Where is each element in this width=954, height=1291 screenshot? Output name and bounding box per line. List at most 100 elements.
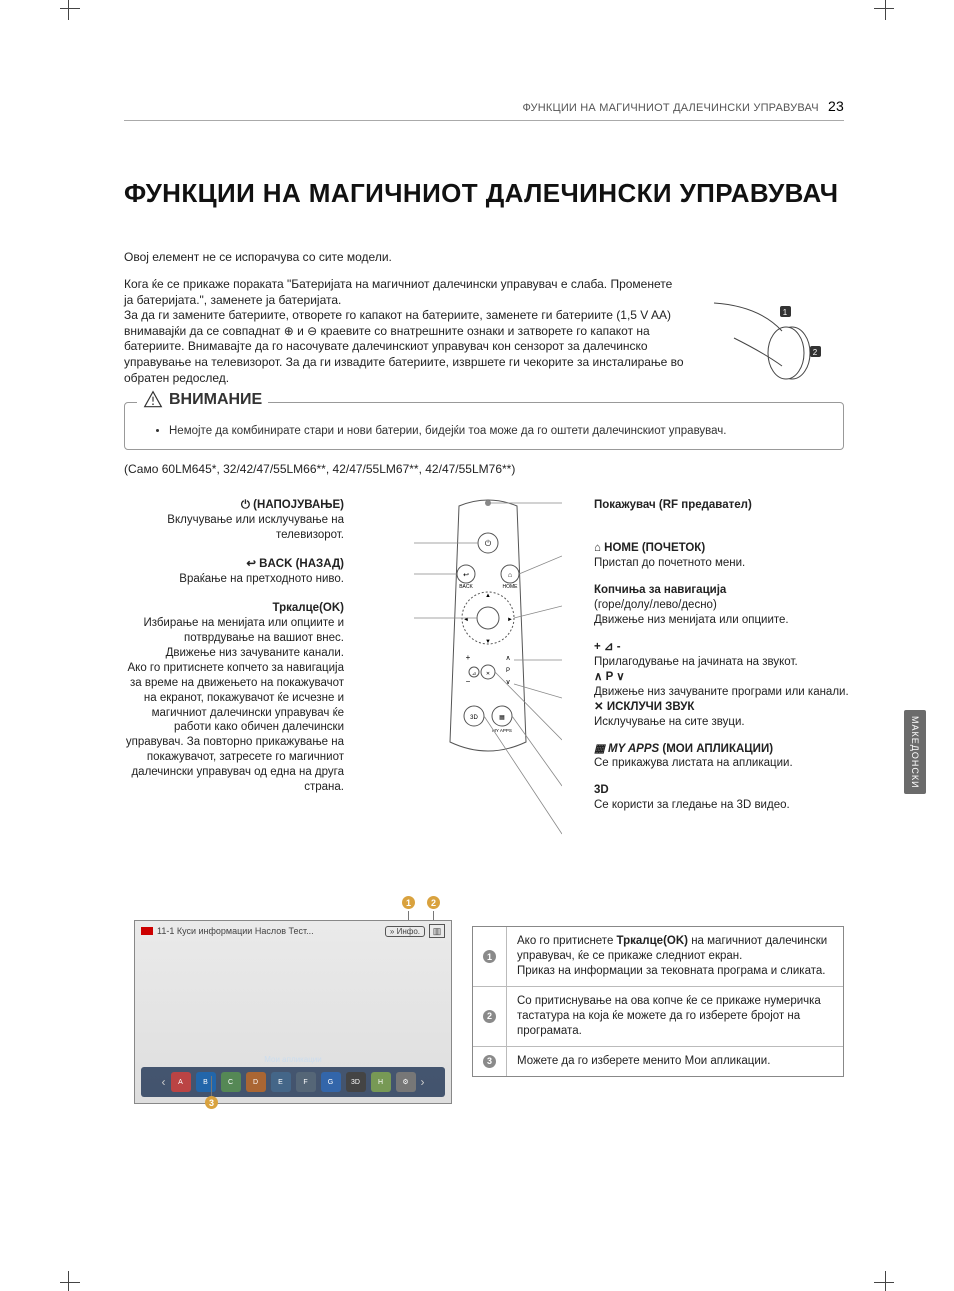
svg-text:✕: ✕ [486,671,490,677]
pointer-title: Покажувач (RF предавател) [594,498,850,513]
notes-num-1: 1 [473,927,507,986]
info-pill[interactable]: » Инфо. [385,926,425,937]
app-tile[interactable]: F [296,1072,316,1092]
svg-text:⏻: ⏻ [485,539,492,548]
mute-text: Исклучување на сите звуци. [594,715,850,730]
3d-block: 3D Се користи за гледање на 3D видео. [594,783,850,813]
crop-mark [874,8,894,9]
channel-text: 11-1 Куси информации Наслов Тест... [157,926,381,936]
home-block: ⌂ HOME (ПОЧЕТОК) Пристап до почетното ме… [594,541,850,571]
app-tile[interactable]: ⚙ [396,1072,416,1092]
right-column: Покажувач (RF предавател) ⌂ HOME (ПОЧЕТО… [594,498,850,825]
remote-section: ⏻ (НАПОЈУВАЊЕ) Вклучување или исклучувањ… [124,488,844,890]
app-tile[interactable]: G [321,1072,341,1092]
page-title: ФУНКЦИИ НА МАГИЧНИОТ ДАЛЕЧИНСКИ УПРАВУВА… [124,177,844,210]
power-title: ⏻ (НАПОЈУВАЊЕ) [124,498,344,513]
notes-row-1: 1 Ако го притиснете Тркалце(OK) на магич… [473,927,843,986]
page-number: 23 [828,98,844,114]
notes-row-3: 3 Можете да го изберете менито Мои аплик… [473,1046,843,1076]
prog-title: ∧ P ∨ [594,670,850,685]
page-content: ФУНКЦИИ НА МАГИЧНИОТ ДАЛЕЧИНСКИ УПРАВУВА… [124,98,844,1110]
3d-text: Се користи за гледање на 3D видео. [594,798,850,813]
svg-text:2: 2 [813,348,818,357]
svg-text:3D: 3D [470,715,478,721]
svg-text:▲: ▲ [485,593,491,599]
lower-row: 1 2 11-1 Куси информации Наслов Тест... … [124,900,844,1110]
power-block: ⏻ (НАПОЈУВАЊЕ) Вклучување или исклучувањ… [124,498,344,543]
crop-mark [68,1271,69,1291]
crop-mark [874,1282,894,1283]
svg-text:⊿: ⊿ [472,671,476,677]
wheel-title: Тркалце(OK) [124,601,344,616]
svg-text:−: − [466,677,471,686]
svg-text:⌂: ⌂ [508,572,512,579]
back-title: ↩ BACK (НАЗАД) [124,557,344,572]
nav-sub: (горе/долу/лево/десно) [594,598,850,613]
app-tile[interactable]: A [171,1072,191,1092]
nav-text: Движење низ менијата или опциите. [594,613,850,628]
notes-text-1: Ако го притиснете Тркалце(OK) на магични… [507,927,843,986]
running-head: ФУНКЦИИ НА МАГИЧНИОТ ДАЛЕЧИНСКИ УПРАВУВА… [124,98,844,121]
home-title: ⌂ HOME (ПОЧЕТОК) [594,541,850,556]
vol-text: Прилагодување на јачината на звукот. [594,655,850,670]
intro-line-1: Овој елемент не се испорачува со сите мо… [124,250,844,266]
svg-text:►: ► [507,617,513,623]
notes-text-3: Можете да го изберете менито Мои апликац… [507,1047,843,1076]
app-tile[interactable]: E [271,1072,291,1092]
apps-text: Се прикажува листата на апликации. [594,756,850,771]
broadcast-icon [141,927,153,935]
remote-diagram: ⏻ ↩ BACK ⌂ HOME ▲ ▼ ◄ ► + − ∧ P ∨ ⊿ ✕ 3D… [414,488,562,888]
notes-num-2: 2 [473,987,507,1046]
3d-title: 3D [594,783,850,798]
battery-wheel-diagram: 1 2 [694,298,824,388]
svg-text:+: + [466,653,471,662]
home-text: Пристап до почетното мени. [594,556,850,571]
svg-text:P: P [506,668,510,674]
caution-box: ВНИМАНИЕ Немојте да комбинирате стари и … [124,402,844,450]
digit-3-marker: 3 [205,1076,218,1109]
tv-screen-mock: 11-1 Куси информации Наслов Тест... » Ин… [134,920,452,1104]
dock-left-arrow[interactable]: ‹ [162,1075,166,1089]
crop-mark [60,8,80,9]
wheel-block: Тркалце(OK) Избирање на менијата или опц… [124,601,344,795]
notes-1-bold: Тркалце(OK) [617,935,688,947]
app-tile[interactable]: H [371,1072,391,1092]
caution-item: Немојте да комбинирате стари и нови бате… [169,425,825,437]
dock-label: Мои апликации [141,1055,445,1064]
svg-text:↩: ↩ [463,572,469,579]
intro-text: Кога ќе се прикаже пораката "Батеријата … [124,277,684,386]
svg-text:HOME: HOME [503,584,519,590]
tv-dock: Мои апликации ‹ A B C D E F G 3D H ⚙ › [135,1051,451,1103]
dock-right-arrow[interactable]: › [421,1075,425,1089]
crop-mark [885,0,886,20]
nav-block: Копчиња за навигација (горе/долу/лево/де… [594,583,850,628]
caution-label: ВНИМАНИЕ [169,391,262,409]
back-block: ↩ BACK (НАЗАД) Враќање на претходното ни… [124,557,344,587]
back-text: Враќање на претходното ниво. [124,572,344,587]
apps-block: ▦ MY APPS (МОИ АПЛИКАЦИИ) Се прикажува л… [594,742,850,772]
notes-row-2: 2 Со притиснување на ова копче ќе се при… [473,986,843,1046]
language-side-tab: МАКЕДОНСКИ [904,710,926,794]
mute-title: ✕ ИСКЛУЧИ ЗВУК [594,700,850,715]
app-tile[interactable]: 3D [346,1072,366,1092]
power-text: Вклучување или исклучување на телевизоро… [124,513,344,543]
crop-mark [60,1282,80,1283]
notes-table: 1 Ако го притиснете Тркалце(OK) на магич… [472,926,844,1077]
app-tile[interactable]: D [246,1072,266,1092]
crop-mark [68,0,69,20]
digit-3-badge: 3 [205,1096,218,1109]
input-icon[interactable]: ▥ [429,924,445,938]
vol-block: + ⊿ - Прилагодување на јачината на звуко… [594,640,850,730]
svg-text:∧: ∧ [505,655,510,662]
warning-icon [143,390,163,410]
running-head-text: ФУНКЦИИ НА МАГИЧНИОТ ДАЛЕЧИНСКИ УПРАВУВА… [522,102,818,114]
app-tile[interactable]: C [221,1072,241,1092]
digit-1-badge: 1 [402,896,415,909]
tv-title-bar: 11-1 Куси информации Наслов Тест... » Ин… [135,921,451,941]
models-note: (Само 60LM645*, 32/42/47/55LM66**, 42/47… [124,462,844,476]
dock-row: ‹ A B C D E F G 3D H ⚙ › [141,1067,445,1097]
svg-text:BACK: BACK [459,584,473,590]
wheel-text: Избирање на менијата или опциите и потвр… [124,616,344,795]
svg-text:▼: ▼ [485,639,491,645]
notes-text-2: Со притиснување на ова копче ќе се прика… [507,987,843,1046]
